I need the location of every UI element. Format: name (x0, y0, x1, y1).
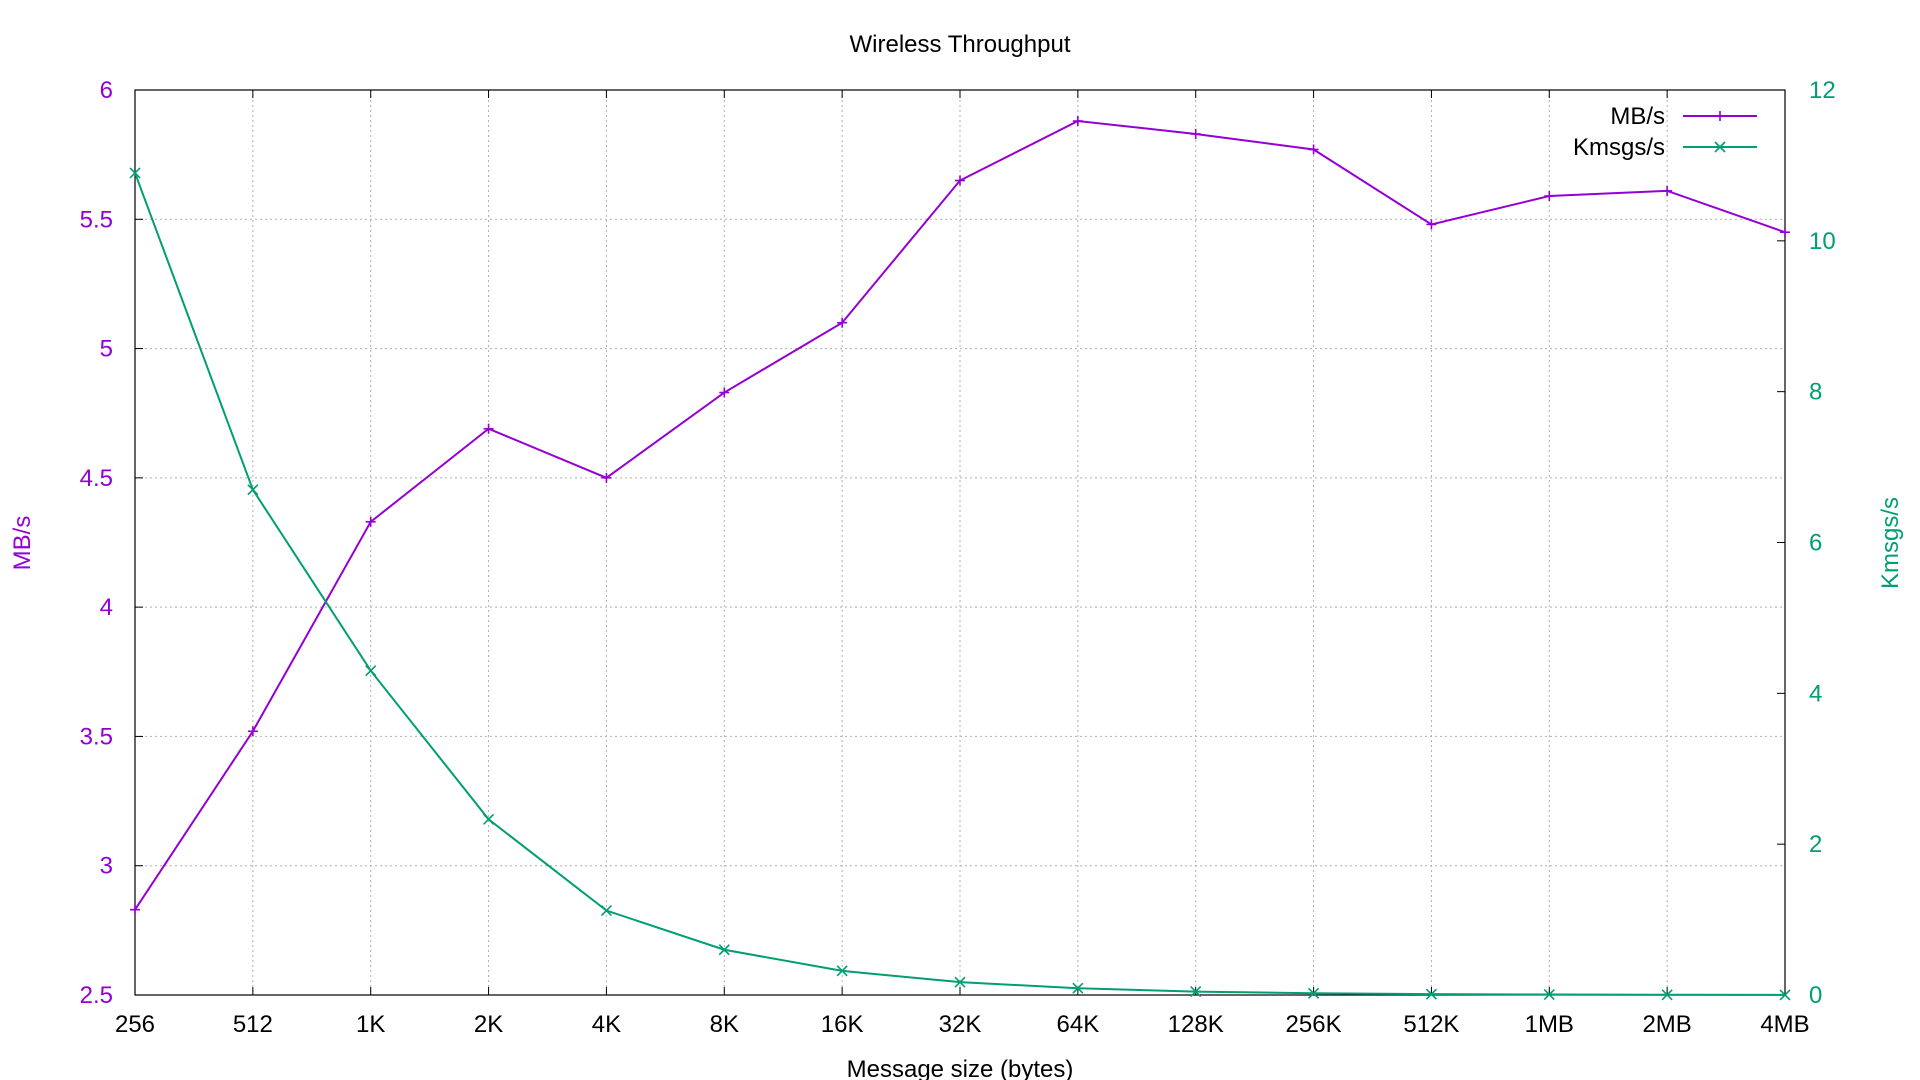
x-tick-label: 8K (710, 1011, 739, 1038)
plus-point (1780, 227, 1790, 237)
x-tick-label: 4K (592, 1011, 621, 1038)
y2-tick-label: 6 (1809, 530, 1822, 557)
y2-tick-label: 0 (1809, 982, 1822, 1009)
plus-point (1662, 186, 1672, 196)
x-tick-label: 256 (115, 1011, 155, 1038)
x-tick-label: 512 (233, 1011, 273, 1038)
x-tick-label: 2K (474, 1011, 503, 1038)
x-tick-label: 128K (1168, 1011, 1224, 1038)
legend-label: MB/s (1610, 103, 1665, 130)
x-tick-label: 64K (1057, 1011, 1100, 1038)
legend: MB/s Kmsgs/s (1573, 103, 1757, 161)
x-tick-label: 2MB (1642, 1011, 1691, 1038)
y2-axis-label: Kmsgs/s (1877, 497, 1904, 589)
y-tick-label: 5.5 (80, 206, 113, 233)
plus-point (1309, 144, 1319, 154)
legend-label: Kmsgs/s (1573, 134, 1665, 161)
x-tick-label: 256K (1286, 1011, 1342, 1038)
y-tick-label: 4 (100, 594, 113, 621)
x-tick-label: 1MB (1525, 1011, 1574, 1038)
x-point (601, 906, 611, 916)
grid-layer (135, 90, 1785, 995)
series-layer (130, 116, 1790, 1000)
tick-layer: 256 512 1K 2K 4K 8K 16K 32K 64K 128K 256K 512K 1MB 2M… (80, 77, 1836, 1038)
x-tick-label: 4MB (1760, 1011, 1809, 1038)
x-tick-label: 1K (356, 1011, 385, 1038)
plus-point (1191, 129, 1201, 139)
y-tick-label: 6 (100, 77, 113, 104)
plus-point (1544, 191, 1554, 201)
y-tick-label: 2.5 (80, 982, 113, 1009)
y-tick-label: 3 (100, 853, 113, 880)
plus-point (1426, 219, 1436, 229)
y-tick-label: 3.5 (80, 723, 113, 750)
x-axis-label: Message size (bytes) (847, 1056, 1074, 1080)
plus-point (1073, 116, 1083, 126)
plus-point (1715, 111, 1725, 121)
y2-tick-label: 4 (1809, 680, 1822, 707)
y2-tick-label: 8 (1809, 379, 1822, 406)
x-point (366, 666, 376, 676)
y2-tick-label: 2 (1809, 831, 1822, 858)
y-axis-label: MB/s (9, 516, 36, 571)
x-tick-label: 16K (821, 1011, 864, 1038)
chart-title: Wireless Throughput (850, 31, 1071, 58)
y2-tick-label: 10 (1809, 228, 1836, 255)
y2-tick-label: 12 (1809, 77, 1836, 104)
y-tick-label: 5 (100, 336, 113, 363)
y-tick-label: 4.5 (80, 465, 113, 492)
x-tick-label: 32K (939, 1011, 982, 1038)
x-tick-label: 512K (1403, 1011, 1459, 1038)
